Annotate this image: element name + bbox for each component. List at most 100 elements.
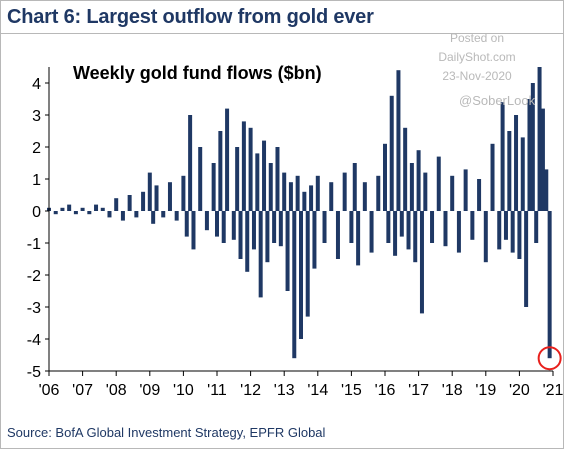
- bar: [198, 147, 203, 211]
- y-tick-label: -3: [27, 300, 41, 317]
- bar: [436, 156, 441, 211]
- bar: [393, 211, 398, 256]
- x-tick-label: '10: [173, 382, 194, 399]
- bar: [362, 182, 367, 211]
- bar: [349, 211, 354, 243]
- bar: [403, 127, 408, 211]
- bar: [490, 143, 495, 211]
- bar: [120, 211, 125, 221]
- bar: [53, 211, 58, 215]
- x-tick-label: '19: [475, 382, 496, 399]
- bar: [255, 153, 260, 211]
- bar: [295, 175, 300, 211]
- bar: [503, 211, 508, 240]
- y-tick-label: 3: [32, 108, 41, 125]
- highlight-circle: [537, 346, 562, 371]
- bar: [540, 108, 545, 211]
- y-tick-label: -4: [27, 332, 41, 349]
- bar: [218, 131, 223, 211]
- bar: [443, 211, 448, 247]
- watermark: Posted on DailyShot.com 23-Nov-2020: [417, 29, 537, 86]
- bar: [251, 211, 256, 250]
- bar: [409, 163, 414, 211]
- watermark-line-3: 23-Nov-2020: [442, 69, 512, 83]
- x-tick-label: '21: [543, 382, 563, 399]
- bar: [419, 211, 424, 314]
- y-tick-label: 2: [32, 140, 41, 157]
- x-tick-label: '12: [240, 382, 261, 399]
- bar: [265, 211, 270, 263]
- x-tick-label: '17: [408, 382, 429, 399]
- bar: [60, 207, 65, 211]
- bar: [238, 211, 243, 259]
- bar: [413, 211, 418, 263]
- page-title: Chart 6: Largest outflow from gold ever: [7, 6, 374, 28]
- bar: [80, 207, 85, 211]
- bar: [221, 211, 226, 243]
- bar: [282, 172, 287, 211]
- bar: [376, 175, 381, 211]
- bar: [510, 211, 515, 253]
- x-tick-label: '14: [307, 382, 328, 399]
- bar: [272, 211, 277, 243]
- bar: [268, 163, 273, 211]
- bar: [530, 83, 535, 211]
- bar: [520, 137, 525, 211]
- watermark-line-2: DailyShot.com: [438, 50, 516, 64]
- x-tick-label: '08: [106, 382, 127, 399]
- y-tick-label: -1: [27, 236, 41, 253]
- bar: [87, 211, 92, 215]
- bar: [278, 211, 283, 247]
- bar: [188, 115, 193, 211]
- bar: [537, 67, 542, 211]
- bar: [285, 211, 290, 291]
- bar: [544, 169, 549, 211]
- bar: [292, 211, 297, 359]
- bar: [204, 211, 209, 231]
- x-tick-label: '07: [72, 382, 93, 399]
- y-tick-label: -5: [27, 364, 41, 381]
- y-tick-label: 4: [32, 76, 41, 93]
- x-tick-label: '15: [341, 382, 362, 399]
- bar: [352, 163, 357, 211]
- x-tick-label: '20: [509, 382, 530, 399]
- title-bar: Chart 6: Largest outflow from gold ever: [1, 1, 563, 34]
- bar: [114, 198, 119, 211]
- bar: [386, 211, 391, 243]
- bar: [211, 163, 216, 211]
- bar: [248, 127, 253, 211]
- x-tick-label: '06: [39, 382, 60, 399]
- bar: [389, 95, 394, 211]
- bar: [524, 211, 529, 307]
- bar: [430, 211, 435, 243]
- watermark-handle: @SoberLook: [459, 93, 536, 108]
- bar: [315, 175, 320, 211]
- bar: [235, 147, 240, 211]
- bar: [100, 207, 105, 211]
- x-tick-label: '16: [375, 382, 396, 399]
- bar: [305, 211, 310, 317]
- bar: [94, 204, 99, 211]
- y-tick-label: 0: [32, 204, 41, 221]
- bar: [174, 211, 179, 221]
- bars-group: [47, 67, 552, 359]
- bar: [470, 211, 475, 240]
- source-note: Source: BofA Global Investment Strategy,…: [7, 425, 326, 440]
- bar: [423, 172, 428, 211]
- bar: [191, 211, 196, 250]
- bar: [406, 211, 411, 250]
- bar: [329, 182, 334, 211]
- x-tick-label: '13: [274, 382, 295, 399]
- bar: [262, 140, 267, 211]
- watermark-line-1: Posted on: [449, 31, 505, 45]
- bar: [335, 211, 340, 259]
- bar: [154, 185, 159, 211]
- bar: [245, 211, 250, 272]
- bar: [275, 147, 280, 211]
- bar: [127, 195, 132, 211]
- bar: [215, 211, 219, 237]
- bar: [497, 211, 502, 250]
- bar: [547, 211, 552, 359]
